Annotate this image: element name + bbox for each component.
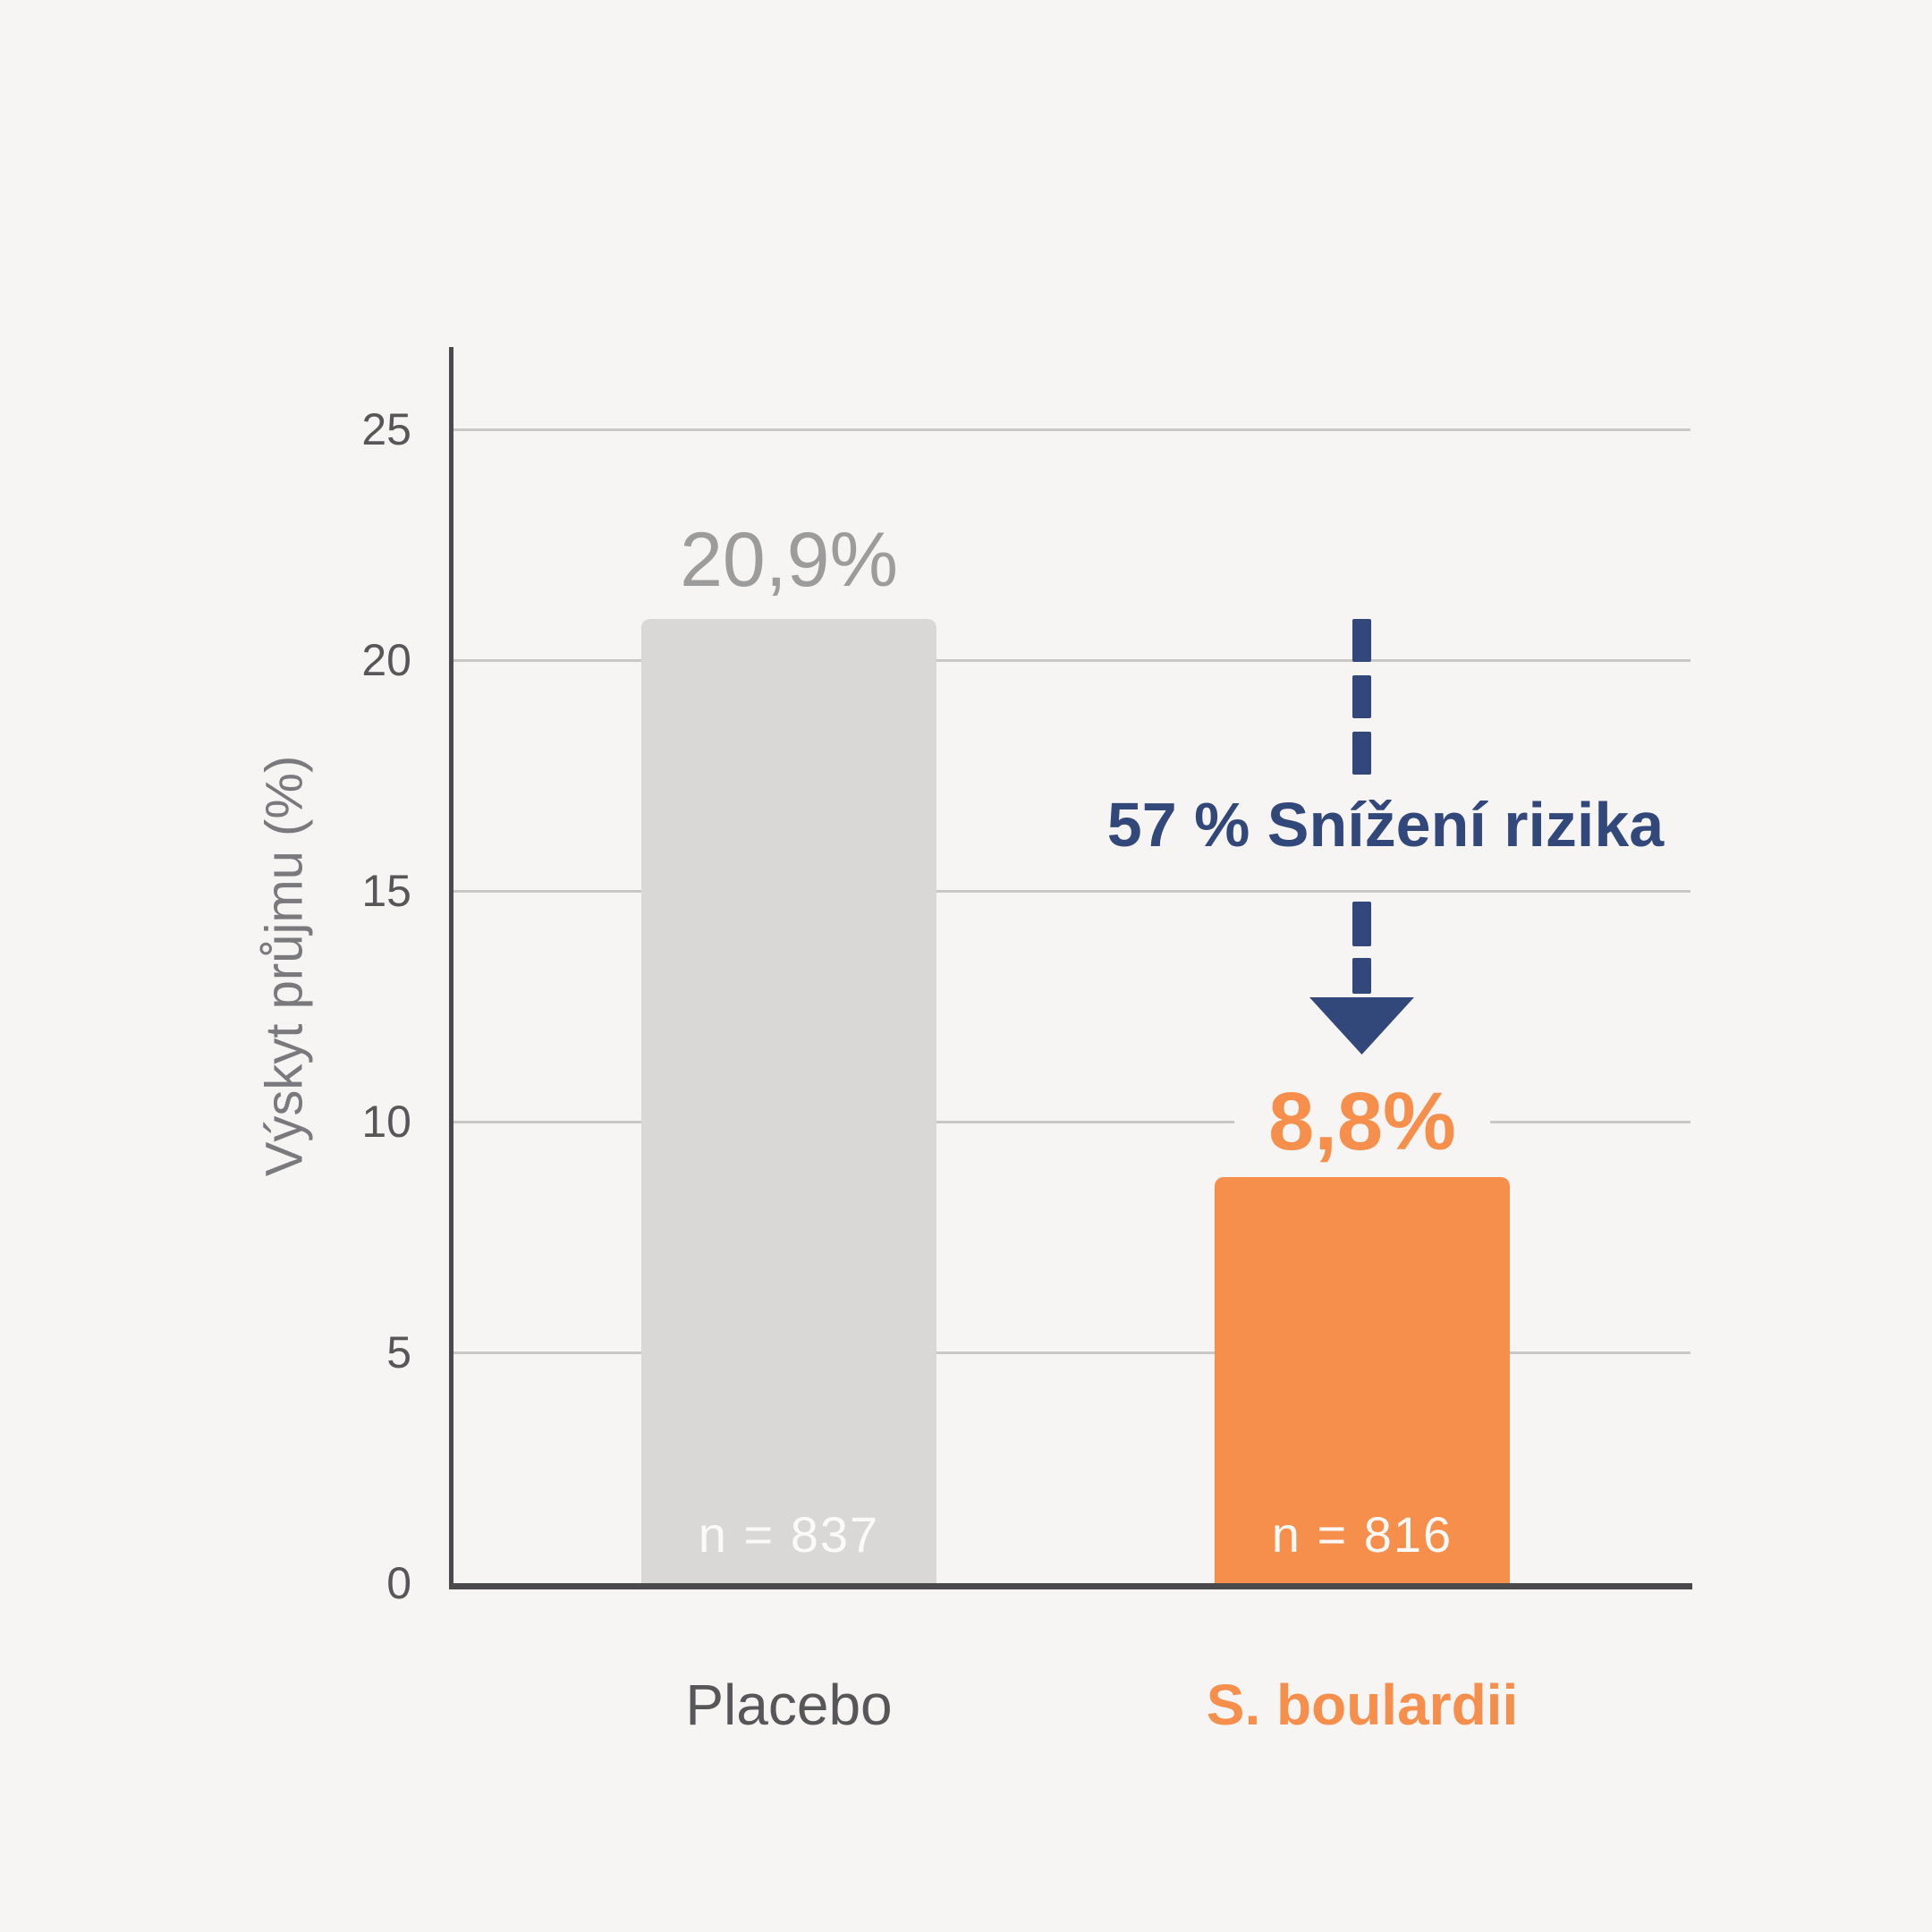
risk-reduction-annotation: 57 % Snížení rizika (1106, 790, 1665, 860)
x-category-label-placebo: Placebo (685, 1673, 893, 1737)
y-tick-label-10: 10 (361, 1097, 411, 1147)
y-tick-label-15: 15 (361, 866, 411, 916)
down-arrow-head-icon (1309, 997, 1414, 1055)
down-arrow-dash (1352, 619, 1371, 662)
x-axis-line (449, 1583, 1692, 1589)
y-tick-label-5: 5 (386, 1327, 411, 1377)
x-category-label-s-boulardii: S. boulardii (1206, 1673, 1519, 1737)
bar-placebo: n = 837 (641, 619, 936, 1583)
down-arrow-dash (1352, 902, 1371, 946)
gridline-15 (453, 890, 1690, 893)
gridline-10 (453, 1121, 1690, 1123)
y-tick-label-25: 25 (361, 404, 411, 454)
bar-s-boulardii-n-label: n = 816 (1271, 1506, 1453, 1563)
y-tick-label-20: 20 (361, 635, 411, 685)
y-tick-label-0: 0 (386, 1558, 411, 1608)
value-label-s-boulardii: 8,8% (1234, 1077, 1490, 1166)
bar-placebo-n-label: n = 837 (698, 1506, 880, 1563)
down-arrow-dash (1352, 675, 1371, 718)
gridline-25 (453, 428, 1690, 431)
y-axis-line (449, 347, 453, 1589)
gridline-5 (453, 1352, 1690, 1354)
down-arrow-dash (1352, 732, 1371, 775)
value-label-placebo: 20,9% (680, 516, 898, 603)
bar-s-boulardii: n = 816 (1215, 1177, 1510, 1583)
gridline-20 (453, 659, 1690, 662)
down-arrow-dash (1352, 958, 1371, 994)
